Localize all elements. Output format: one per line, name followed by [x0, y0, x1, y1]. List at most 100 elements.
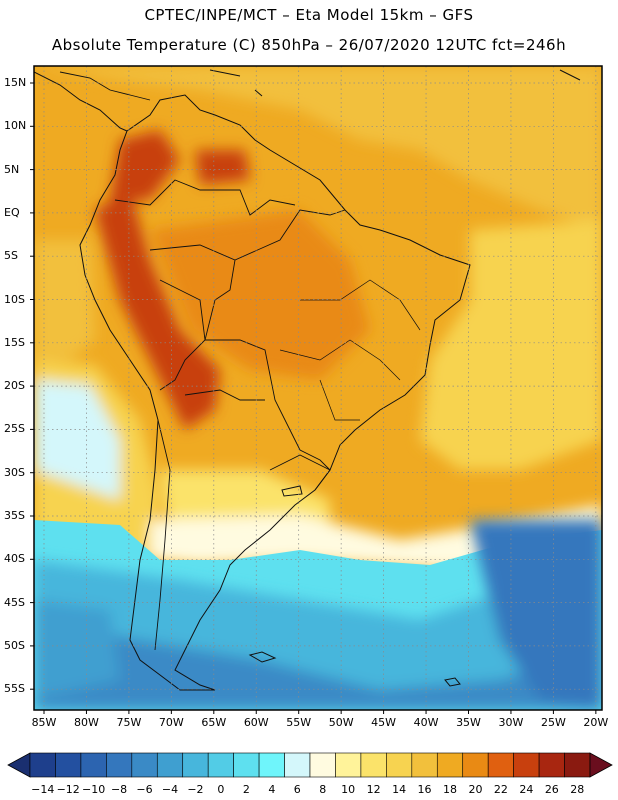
- colorbar-label: 24: [519, 783, 534, 796]
- lat-label: 35S: [4, 509, 25, 522]
- border-chile-argentina: [154, 419, 171, 651]
- border-paraguay: [184, 389, 265, 401]
- border-north: [149, 209, 346, 261]
- title-line-2: Absolute Temperature (C) 850hPa – 26/07/…: [51, 36, 567, 54]
- colorbar-label: 22: [493, 783, 508, 796]
- colorbar-bin: [258, 752, 285, 778]
- lon-label: 45W: [371, 716, 397, 729]
- rio-de-la-plata: [281, 485, 303, 497]
- colorbar-label: 8: [319, 783, 327, 796]
- field-north-atlantic: [34, 66, 602, 230]
- lat-label: 40S: [4, 552, 25, 566]
- lon-label: 70W: [158, 716, 184, 729]
- colorbar-label: 0: [217, 783, 225, 796]
- border-peru-bolivia: [159, 279, 206, 391]
- colorbar-label: 10: [341, 783, 356, 796]
- graticule: [34, 66, 602, 710]
- colorbar-bin: [156, 752, 184, 778]
- lat-label: 45S: [4, 595, 25, 609]
- lon-label: 85W: [31, 716, 57, 729]
- colorbar-label: 6: [293, 783, 301, 796]
- lon-label: 75W: [116, 716, 142, 729]
- colorbar-high-arrow: [589, 752, 613, 778]
- colorbar-bin: [80, 752, 107, 778]
- lat-ticks: [30, 82, 34, 690]
- lat-label: 10N: [4, 119, 27, 133]
- colorbar-label: 12: [366, 783, 381, 796]
- colorbar-label: −2: [187, 783, 204, 796]
- malvinas: [248, 651, 277, 663]
- colorbar-bin: [411, 752, 438, 778]
- lon-label: 50W: [328, 716, 354, 729]
- caribbean-coast: [59, 71, 151, 101]
- lat-label: 55S: [4, 682, 25, 696]
- south-georgia: [444, 677, 461, 687]
- colorbar-bin: [564, 752, 591, 778]
- colorbar-bin: [513, 752, 540, 778]
- colorbar-label: 20: [468, 783, 483, 796]
- lon-label: 60W: [243, 716, 269, 729]
- border-states-1: [300, 279, 421, 331]
- field-andes: [95, 190, 220, 430]
- lon-label: 65W: [201, 716, 227, 729]
- lon-label: 35W: [456, 716, 481, 729]
- border-states-2: [279, 339, 401, 381]
- colorbar-bin: [106, 752, 133, 778]
- lat-label: 50S: [4, 638, 25, 652]
- lon-label: 20W: [583, 716, 609, 729]
- colorbar-bin: [182, 752, 209, 778]
- colorbar-bin: [233, 752, 260, 778]
- field-venezuela: [195, 150, 250, 185]
- colorbar-label: −6: [136, 783, 153, 796]
- colorbar-label: −12: [56, 783, 80, 796]
- lon-ticks: [43, 710, 597, 714]
- colorbar-bin: [360, 752, 387, 778]
- lat-label: 15N: [4, 76, 27, 89]
- field-pacific-warm: [34, 240, 95, 360]
- lat-label: 5N: [4, 162, 20, 176]
- colorbar-label: 28: [570, 783, 585, 796]
- lon-label: 55W: [286, 716, 312, 729]
- field-colombia: [110, 130, 180, 200]
- lat-label: 10S: [4, 292, 25, 306]
- field-cold-pacific: [34, 600, 120, 700]
- colorbar-label: 2: [242, 783, 250, 796]
- colorbar-bin: [462, 752, 489, 778]
- lon-label: 25W: [540, 716, 566, 729]
- field-pacific-cool: [34, 380, 120, 500]
- colorbar-label: −14: [31, 783, 55, 796]
- lon-label: 30W: [498, 716, 524, 729]
- colorbar-bin: [29, 752, 56, 778]
- border-colombia-venezuela: [114, 179, 296, 216]
- colorbar-bin: [386, 752, 413, 778]
- colorbar-label: 14: [392, 783, 407, 796]
- lat-label: 5S: [4, 249, 18, 263]
- colorbar-label: 4: [268, 783, 276, 796]
- colorbar-bin: [309, 752, 336, 778]
- colorbar-label: −8: [110, 783, 128, 796]
- lat-label: 30S: [4, 465, 25, 479]
- colorbar-bin: [207, 752, 234, 778]
- map-frame: [33, 65, 603, 711]
- border-uruguay: [269, 454, 331, 491]
- lat-label: 25S: [4, 422, 25, 436]
- colorbar-bin: [487, 752, 514, 778]
- lat-label: EQ: [4, 205, 20, 219]
- lon-label: 40W: [413, 716, 439, 729]
- lat-label: 15S: [4, 335, 25, 349]
- colorbar-label: 16: [417, 783, 432, 796]
- lat-label: 20S: [4, 379, 25, 393]
- title-line-1: CPTEC/INPE/MCT – Eta Model 15km – GFS: [144, 6, 474, 24]
- colorbar-bin: [55, 752, 82, 778]
- colorbar-low-arrow: [7, 752, 31, 778]
- central-america-coast: [34, 71, 128, 132]
- colorbar-bin: [284, 752, 311, 778]
- colorbar-label: 18: [443, 783, 457, 796]
- border-brazil-west: [204, 259, 331, 471]
- border-states-3: [319, 379, 360, 421]
- colorbar-bin: [436, 752, 464, 778]
- colorbar-label: 26: [544, 783, 559, 796]
- field-cold-atlantic: [470, 520, 602, 710]
- lon-label: 80W: [74, 716, 99, 729]
